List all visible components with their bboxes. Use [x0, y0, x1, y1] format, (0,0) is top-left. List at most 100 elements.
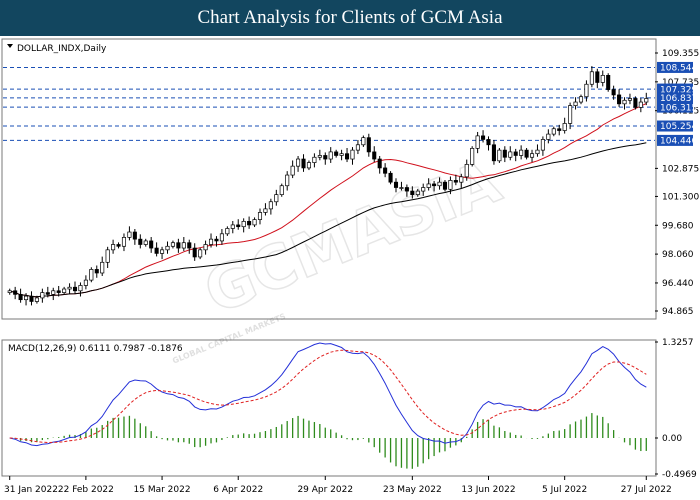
candle-body	[116, 244, 121, 247]
candle	[45, 286, 50, 298]
candle	[301, 154, 306, 172]
candle	[470, 146, 475, 167]
candle-body	[192, 247, 197, 258]
candle-body	[306, 162, 311, 169]
candle-body	[437, 181, 442, 187]
candle	[105, 246, 110, 268]
level-badge-label: 106.837	[660, 94, 697, 104]
candle-body	[529, 153, 535, 158]
level-badge	[657, 101, 693, 113]
candle	[334, 149, 339, 158]
candle	[540, 136, 545, 156]
candle-body	[502, 149, 507, 158]
candle-body	[491, 144, 496, 162]
candle	[247, 216, 252, 229]
candle	[67, 283, 72, 294]
level-badge	[657, 120, 693, 132]
candle	[633, 96, 638, 110]
candle-body	[214, 238, 219, 242]
candle	[529, 149, 535, 163]
price-tick-label: 102.875	[662, 164, 699, 174]
candle	[508, 146, 513, 161]
candle	[296, 156, 301, 172]
candle	[56, 285, 61, 297]
date-tick-label: 31 Jan 2022	[4, 485, 58, 495]
candle	[497, 147, 502, 163]
candle	[546, 129, 551, 144]
main-panel-frame	[1, 38, 657, 320]
candle	[453, 174, 458, 186]
candle	[486, 136, 491, 151]
candle	[388, 171, 393, 185]
candle-body	[100, 261, 105, 274]
candle	[524, 147, 529, 160]
candle	[78, 282, 83, 297]
candle-body	[638, 101, 643, 108]
candle	[89, 267, 94, 283]
candle-body	[78, 285, 83, 292]
candle-body	[339, 153, 344, 156]
candle-body	[366, 137, 371, 153]
candle-body	[236, 224, 241, 228]
candle	[377, 156, 382, 174]
candle	[410, 186, 415, 199]
candle-body	[393, 181, 399, 188]
candle-body	[301, 158, 306, 169]
candle-body	[464, 164, 469, 178]
candle-body	[127, 231, 132, 238]
collapse-triangle-icon[interactable]	[7, 44, 13, 48]
candle-body	[606, 74, 611, 90]
chart-header: Chart Analysis for Clients of GCM Asia	[0, 0, 700, 36]
candle-body	[459, 176, 464, 183]
candle	[383, 163, 388, 178]
candle-body	[415, 190, 420, 195]
candle-body	[290, 165, 295, 176]
candle	[638, 98, 643, 113]
candle-body	[584, 83, 589, 98]
candle-body	[154, 247, 159, 254]
macd-tick-label: 0.00	[662, 434, 682, 444]
candle-body	[18, 294, 23, 301]
candle	[83, 275, 88, 290]
candle-body	[595, 71, 600, 83]
candle-body	[111, 244, 116, 251]
candle	[24, 293, 29, 306]
candle-body	[132, 231, 137, 240]
candle-body	[40, 292, 45, 299]
candle-body	[45, 292, 50, 295]
candle	[208, 233, 214, 248]
candle-body	[62, 288, 67, 293]
candle-body	[562, 123, 567, 131]
candle-body	[508, 151, 513, 158]
candle-body	[268, 201, 273, 210]
candle	[268, 198, 273, 215]
candle	[18, 288, 23, 303]
candle-body	[219, 233, 224, 242]
candle	[111, 239, 116, 254]
candle-body	[377, 158, 382, 169]
candle	[421, 183, 426, 196]
candle-body	[328, 151, 333, 160]
candle	[491, 139, 496, 165]
candle	[154, 242, 159, 257]
candle-body	[557, 128, 562, 131]
candle	[263, 203, 268, 216]
candle-body	[67, 286, 72, 290]
candle	[415, 188, 420, 197]
candle	[203, 240, 208, 255]
candle-body	[383, 167, 388, 174]
candle-body	[105, 249, 110, 263]
candle-body	[56, 290, 61, 293]
candle	[279, 183, 284, 197]
candle	[568, 102, 573, 130]
candle	[51, 287, 56, 301]
candle	[192, 243, 197, 261]
candle-body	[519, 149, 524, 156]
candle	[181, 237, 186, 252]
candle	[257, 208, 263, 225]
candle	[627, 93, 632, 105]
candle-body	[644, 98, 649, 103]
candle-body	[475, 135, 480, 149]
candle	[290, 160, 295, 179]
candle-body	[350, 149, 355, 160]
